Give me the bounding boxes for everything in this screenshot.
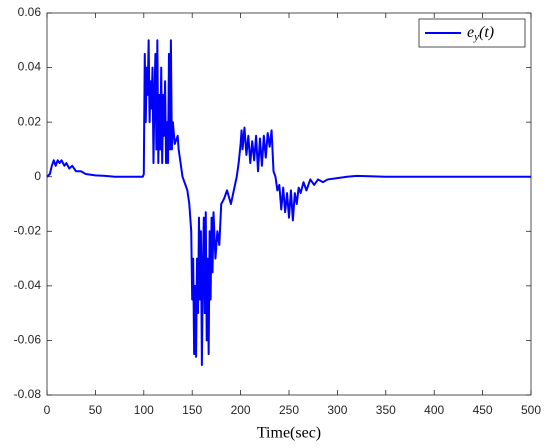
x-tick-label: 0: [44, 403, 51, 417]
y-tick-label: 0: [34, 169, 41, 183]
x-tick-label: 350: [376, 403, 396, 417]
x-tick-label: 500: [521, 403, 541, 417]
x-tick-label: 100: [134, 403, 154, 417]
y-tick-label: -0.02: [14, 223, 42, 237]
x-tick-label: 300: [327, 403, 347, 417]
legend-label-part: (t): [479, 24, 494, 41]
x-tick-label: 450: [473, 403, 493, 417]
y-tick-label: -0.06: [14, 333, 42, 347]
x-tick-label: 50: [89, 403, 103, 417]
y-tick-label: -0.04: [14, 278, 42, 292]
legend-label-sub: y: [473, 31, 479, 43]
y-tick-label: 0.02: [18, 114, 42, 128]
x-tick-label: 400: [424, 403, 444, 417]
y-tick-label: -0.08: [14, 387, 42, 401]
x-axis-label: Time(sec): [257, 425, 321, 442]
x-tick-label: 250: [279, 403, 299, 417]
data-line: [46, 39, 531, 366]
legend-label-part: e: [467, 24, 474, 41]
legend-label: ey(t): [467, 24, 494, 43]
y-tick-label: 0.06: [18, 5, 42, 19]
x-tick-label: 150: [182, 403, 202, 417]
y-tick-label: 0.04: [18, 60, 42, 74]
x-tick-label: 200: [231, 403, 251, 417]
